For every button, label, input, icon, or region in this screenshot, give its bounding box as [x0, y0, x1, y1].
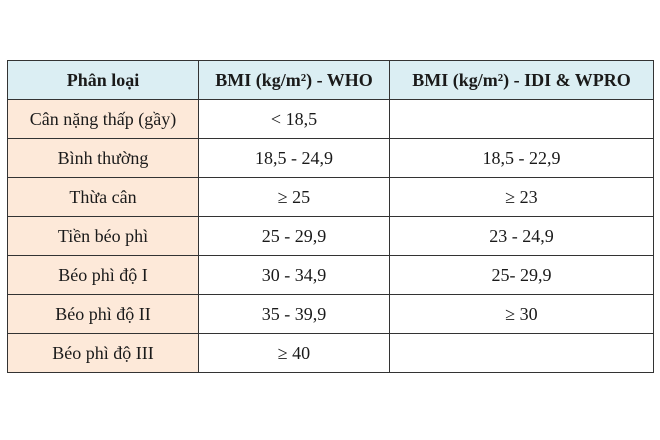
idi-wpro-value-cell: 23 - 24,9 — [389, 216, 654, 256]
who-value-cell: 30 - 34,9 — [198, 255, 390, 295]
table-header-row: Phân loại BMI (kg/m²) - WHO BMI (kg/m²) … — [7, 60, 654, 100]
category-cell: Béo phì độ III — [7, 333, 199, 373]
table-row: Bình thường 18,5 - 24,9 18,5 - 22,9 — [7, 138, 654, 178]
bmi-classification-table-wrapper: Phân loại BMI (kg/m²) - WHO BMI (kg/m²) … — [7, 60, 654, 373]
idi-wpro-value-cell: ≥ 30 — [389, 294, 654, 334]
who-value-cell: < 18,5 — [198, 99, 390, 139]
who-value-cell: ≥ 25 — [198, 177, 390, 217]
idi-wpro-value-cell: ≥ 23 — [389, 177, 654, 217]
header-bmi-who: BMI (kg/m²) - WHO — [198, 60, 390, 100]
idi-wpro-value-cell: 18,5 - 22,9 — [389, 138, 654, 178]
table-row: Thừa cân ≥ 25 ≥ 23 — [7, 177, 654, 217]
header-classification: Phân loại — [7, 60, 199, 100]
idi-wpro-value-cell: 25- 29,9 — [389, 255, 654, 295]
category-cell: Cân nặng thấp (gầy) — [7, 99, 199, 139]
table-row: Béo phì độ I 30 - 34,9 25- 29,9 — [7, 255, 654, 295]
idi-wpro-value-cell — [389, 99, 654, 139]
who-value-cell: ≥ 40 — [198, 333, 390, 373]
category-cell: Tiền béo phì — [7, 216, 199, 256]
table-row: Cân nặng thấp (gầy) < 18,5 — [7, 99, 654, 139]
idi-wpro-value-cell — [389, 333, 654, 373]
table-row: Tiền béo phì 25 - 29,9 23 - 24,9 — [7, 216, 654, 256]
category-cell: Bình thường — [7, 138, 199, 178]
table-row: Béo phì độ III ≥ 40 — [7, 333, 654, 373]
header-bmi-idi-wpro: BMI (kg/m²) - IDI & WPRO — [389, 60, 654, 100]
who-value-cell: 25 - 29,9 — [198, 216, 390, 256]
who-value-cell: 18,5 - 24,9 — [198, 138, 390, 178]
who-value-cell: 35 - 39,9 — [198, 294, 390, 334]
table-row: Béo phì độ II 35 - 39,9 ≥ 30 — [7, 294, 654, 334]
category-cell: Thừa cân — [7, 177, 199, 217]
category-cell: Béo phì độ II — [7, 294, 199, 334]
category-cell: Béo phì độ I — [7, 255, 199, 295]
bmi-classification-table: Phân loại BMI (kg/m²) - WHO BMI (kg/m²) … — [7, 60, 654, 373]
